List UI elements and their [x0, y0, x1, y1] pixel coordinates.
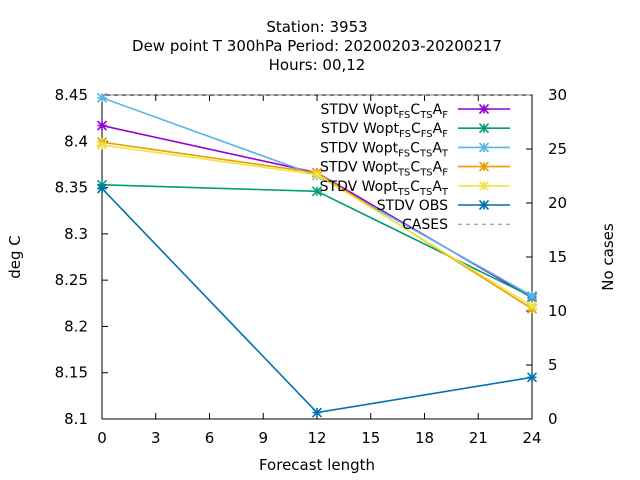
legend-label-6: STDV OBS — [377, 198, 448, 214]
series-5-point-2 — [311, 169, 323, 180]
series-5-point-3 — [526, 300, 538, 312]
plot-frame — [101, 94, 533, 420]
legend-marker-6 — [478, 199, 490, 211]
y2-tick-label: 30 — [548, 86, 567, 104]
x-tick-label: 9 — [258, 429, 268, 447]
legend-marker-3 — [478, 142, 490, 153]
title-line-1: Station: 3953 — [266, 18, 367, 36]
legend-label-2: STDV WoptFSCFSAF — [321, 121, 448, 140]
axis-ticks: 0 3 6 9 12 15 18 21 24 8.1 8.15 8.2 8.25 8.3 8.35 8.4 8.… — [55, 86, 568, 447]
x-tick-label: 15 — [361, 429, 380, 447]
series-3-point-3 — [526, 290, 538, 301]
y2-tick-label: 5 — [548, 356, 558, 374]
legend-marker-5 — [478, 180, 490, 191]
title-line-2: Dew point T 300hPa Period: 20200203-2020… — [132, 37, 502, 55]
x-tick-label: 21 — [469, 429, 488, 447]
title-line-3: Hours: 00,12 — [269, 56, 366, 74]
series-6-line — [101, 187, 533, 414]
x-tick-label: 0 — [97, 429, 107, 447]
y2-tick-label: 0 — [548, 410, 558, 428]
y2-axis-label: No cases — [599, 223, 617, 291]
y-tick-label: 8.45 — [55, 86, 88, 104]
x-axis-label: Forecast length — [259, 456, 375, 474]
y2-tick-label: 25 — [548, 140, 567, 158]
y-tick-label: 8.4 — [64, 132, 88, 150]
x-tick-label: 18 — [415, 429, 434, 447]
series-6-point-3 — [526, 372, 538, 383]
y2-tick-label: 10 — [548, 302, 567, 320]
y-tick-label: 8.1 — [64, 410, 88, 428]
x-tick-label: 3 — [151, 429, 161, 447]
series-5-point-1 — [96, 139, 108, 151]
y-tick-label: 8.25 — [55, 271, 88, 289]
legend-label-4: STDV WoptTSCTSAF — [320, 160, 448, 179]
series-6-point-2 — [311, 407, 323, 418]
y-tick-label: 8.15 — [55, 364, 88, 382]
x-tick-label: 6 — [205, 429, 215, 447]
legend-label-3: STDV WoptFSCTSAT — [320, 140, 449, 159]
y-tick-label: 8.3 — [64, 225, 88, 243]
series-6-point-1 — [96, 183, 108, 194]
y-tick-label: 8.35 — [55, 179, 88, 197]
series-lines — [96, 92, 538, 418]
y-axis-label: deg C — [6, 235, 24, 279]
y-tick-label: 8.2 — [64, 317, 88, 335]
legend-label-5: STDV WoptTSCTSAT — [320, 179, 449, 198]
y2-tick-label: 20 — [548, 194, 567, 212]
x-tick-label: 12 — [307, 429, 326, 447]
legend-label-1: STDV WoptFSCTSAF — [321, 102, 449, 121]
legend-marker-2 — [478, 123, 490, 134]
series-2-line — [101, 183, 533, 298]
series-1-point-1 — [96, 120, 108, 131]
legend-marker-4 — [478, 161, 490, 172]
y2-tick-label: 15 — [548, 248, 567, 266]
legend-marker-1 — [478, 103, 490, 115]
x-tick-label: 24 — [522, 429, 541, 447]
legend-label-7: CASES — [402, 217, 448, 233]
series-2-point-2 — [311, 186, 323, 197]
